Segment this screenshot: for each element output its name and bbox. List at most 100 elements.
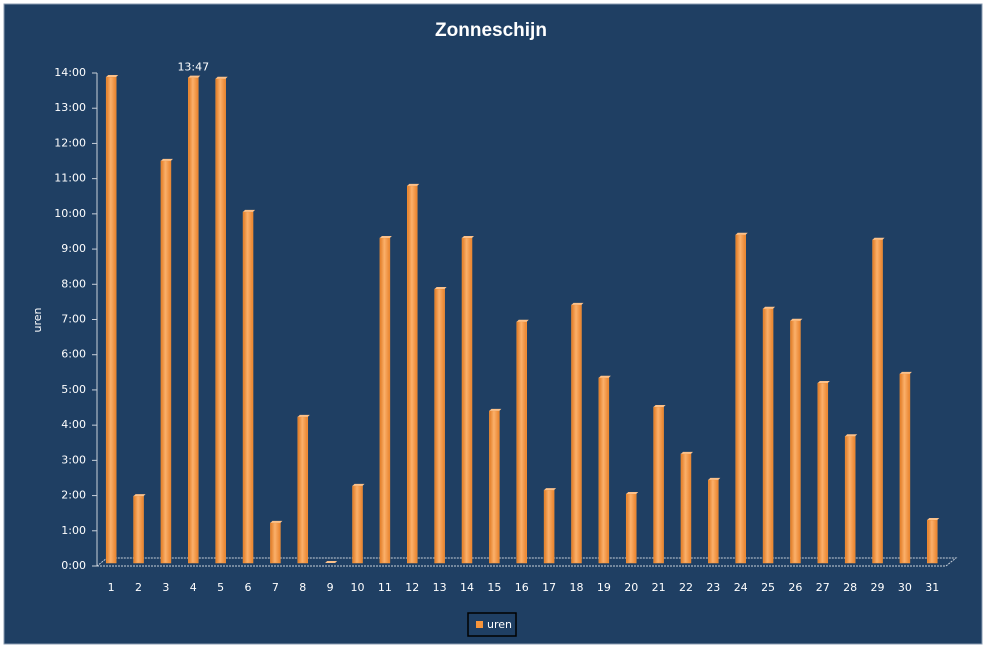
bar-top — [763, 306, 776, 309]
bar — [598, 377, 610, 564]
bar — [434, 288, 445, 564]
x-tick-label: 1 — [108, 581, 115, 594]
bar-top — [215, 76, 228, 79]
bar-top — [434, 287, 447, 290]
y-tick-label: 14:00 — [54, 66, 86, 79]
x-axis-floor — [95, 557, 958, 567]
y-tick-label: 6:00 — [61, 348, 86, 361]
bar — [160, 160, 172, 564]
x-tick-label: 13 — [433, 581, 447, 594]
y-tick-label: 12:00 — [54, 136, 86, 149]
bar — [352, 485, 363, 564]
bar — [188, 77, 199, 564]
x-tick-label: 20 — [624, 581, 638, 594]
y-tick-label: 1:00 — [61, 524, 86, 537]
bar — [461, 237, 473, 564]
bar-top — [461, 235, 474, 238]
x-tick-label: 27 — [816, 581, 830, 594]
bar-top — [845, 434, 858, 437]
bar — [817, 382, 829, 564]
y-tick-label: 5:00 — [61, 383, 86, 396]
x-tick-label: 6 — [245, 581, 252, 594]
bar — [379, 237, 391, 564]
bar-top — [708, 477, 721, 480]
x-tick-label: 7 — [272, 581, 279, 594]
x-tick-label: 18 — [569, 581, 583, 594]
legend-box — [467, 612, 517, 637]
bar — [735, 234, 746, 564]
bar-top — [516, 319, 529, 322]
x-tick-label: 10 — [351, 581, 365, 594]
chart-title: Zonneschijn — [435, 20, 547, 41]
bar-top — [188, 75, 201, 78]
y-tick-label: 11:00 — [54, 172, 86, 185]
bar — [653, 406, 664, 564]
bar — [625, 493, 637, 564]
bar — [297, 416, 309, 564]
bar — [543, 489, 555, 564]
bar-top — [735, 232, 748, 235]
x-tick-label: 5 — [217, 581, 224, 594]
y-tick-label: 9:00 — [61, 242, 86, 255]
bar — [270, 522, 281, 564]
bar-top — [927, 518, 940, 521]
bar-top — [270, 520, 283, 523]
x-tick-label: 23 — [706, 581, 720, 594]
bar-top — [653, 405, 666, 408]
x-tick-label: 11 — [378, 581, 392, 594]
x-tick-label: 26 — [788, 581, 802, 594]
bar-top — [544, 488, 557, 491]
x-tick-label: 16 — [515, 581, 529, 594]
bar — [899, 373, 911, 564]
bar — [927, 519, 938, 564]
x-tick-label: 28 — [843, 581, 857, 594]
x-tick-label: 29 — [871, 581, 885, 594]
bar — [571, 304, 582, 564]
y-tick-label: 8:00 — [61, 277, 86, 290]
bar — [242, 211, 254, 564]
bar — [790, 320, 801, 564]
x-tick-label: 19 — [597, 581, 611, 594]
bar-top — [817, 381, 830, 384]
bar-top — [571, 302, 584, 305]
bar-top — [407, 183, 420, 186]
bar-top — [899, 371, 912, 374]
x-tick-label: 14 — [460, 581, 474, 594]
bar-top — [325, 561, 338, 563]
bar-top — [680, 451, 693, 454]
bar — [516, 321, 527, 564]
legend-label: uren — [487, 618, 512, 631]
y-tick-label: 2:00 — [61, 489, 86, 502]
y-axis-label: uren — [31, 307, 44, 332]
bar-top — [872, 237, 885, 240]
x-tick-label: 3 — [162, 581, 169, 594]
x-tick-label: 25 — [761, 581, 775, 594]
x-tick-label: 9 — [327, 581, 334, 594]
x-tick-label: 21 — [652, 581, 666, 594]
x-tick-label: 12 — [405, 581, 419, 594]
bar-top — [160, 158, 173, 161]
bar-top — [626, 491, 639, 494]
y-tick-label: 7:00 — [61, 313, 86, 326]
bar — [105, 76, 117, 564]
x-tick-label: 2 — [135, 581, 142, 594]
bar-top — [379, 235, 392, 238]
bar — [215, 78, 226, 564]
y-tick-label: 0:00 — [61, 559, 86, 572]
data-label: 13:47 — [177, 61, 209, 74]
x-tick-label: 31 — [925, 581, 939, 594]
y-tick-label: 3:00 — [61, 453, 86, 466]
bar — [708, 479, 719, 564]
x-tick-label: 4 — [190, 581, 197, 594]
bar-top — [489, 408, 502, 411]
bar — [133, 495, 144, 564]
bar — [844, 435, 856, 564]
bar — [762, 308, 774, 564]
x-tick-label: 30 — [898, 581, 912, 594]
bar-top — [133, 494, 146, 497]
x-tick-label: 8 — [299, 581, 306, 594]
x-tick-label: 24 — [734, 581, 748, 594]
bar — [872, 239, 883, 564]
x-tick-label: 17 — [542, 581, 556, 594]
